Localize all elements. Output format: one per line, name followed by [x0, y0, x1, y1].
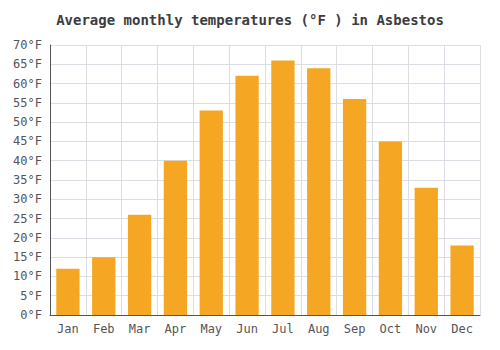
svg-text:55°F: 55°F	[13, 96, 42, 110]
svg-text:25°F: 25°F	[13, 212, 42, 226]
svg-text:Feb: Feb	[93, 322, 115, 336]
svg-text:Apr: Apr	[165, 322, 187, 336]
svg-text:30°F: 30°F	[13, 192, 42, 206]
svg-text:35°F: 35°F	[13, 173, 42, 187]
svg-text:Nov: Nov	[415, 322, 437, 336]
svg-text:Jun: Jun	[236, 322, 258, 336]
svg-text:65°F: 65°F	[13, 57, 42, 71]
svg-text:Dec: Dec	[451, 322, 473, 336]
svg-text:Oct: Oct	[380, 322, 402, 336]
svg-text:40°F: 40°F	[13, 154, 42, 168]
svg-text:May: May	[200, 322, 222, 336]
svg-text:0°F: 0°F	[20, 308, 42, 322]
svg-text:10°F: 10°F	[13, 269, 42, 283]
svg-text:60°F: 60°F	[13, 77, 42, 91]
svg-text:45°F: 45°F	[13, 134, 42, 148]
svg-text:50°F: 50°F	[13, 115, 42, 129]
svg-text:5°F: 5°F	[20, 289, 42, 303]
svg-text:15°F: 15°F	[13, 250, 42, 264]
svg-text:Sep: Sep	[344, 322, 366, 336]
svg-text:20°F: 20°F	[13, 231, 42, 245]
svg-text:Jul: Jul	[272, 322, 294, 336]
svg-text:Jan: Jan	[57, 322, 79, 336]
svg-text:Aug: Aug	[308, 322, 330, 336]
svg-text:Average monthly temperatures (: Average monthly temperatures (°F ) in As…	[56, 12, 444, 28]
svg-text:70°F: 70°F	[13, 38, 42, 52]
svg-text:Mar: Mar	[129, 322, 151, 336]
